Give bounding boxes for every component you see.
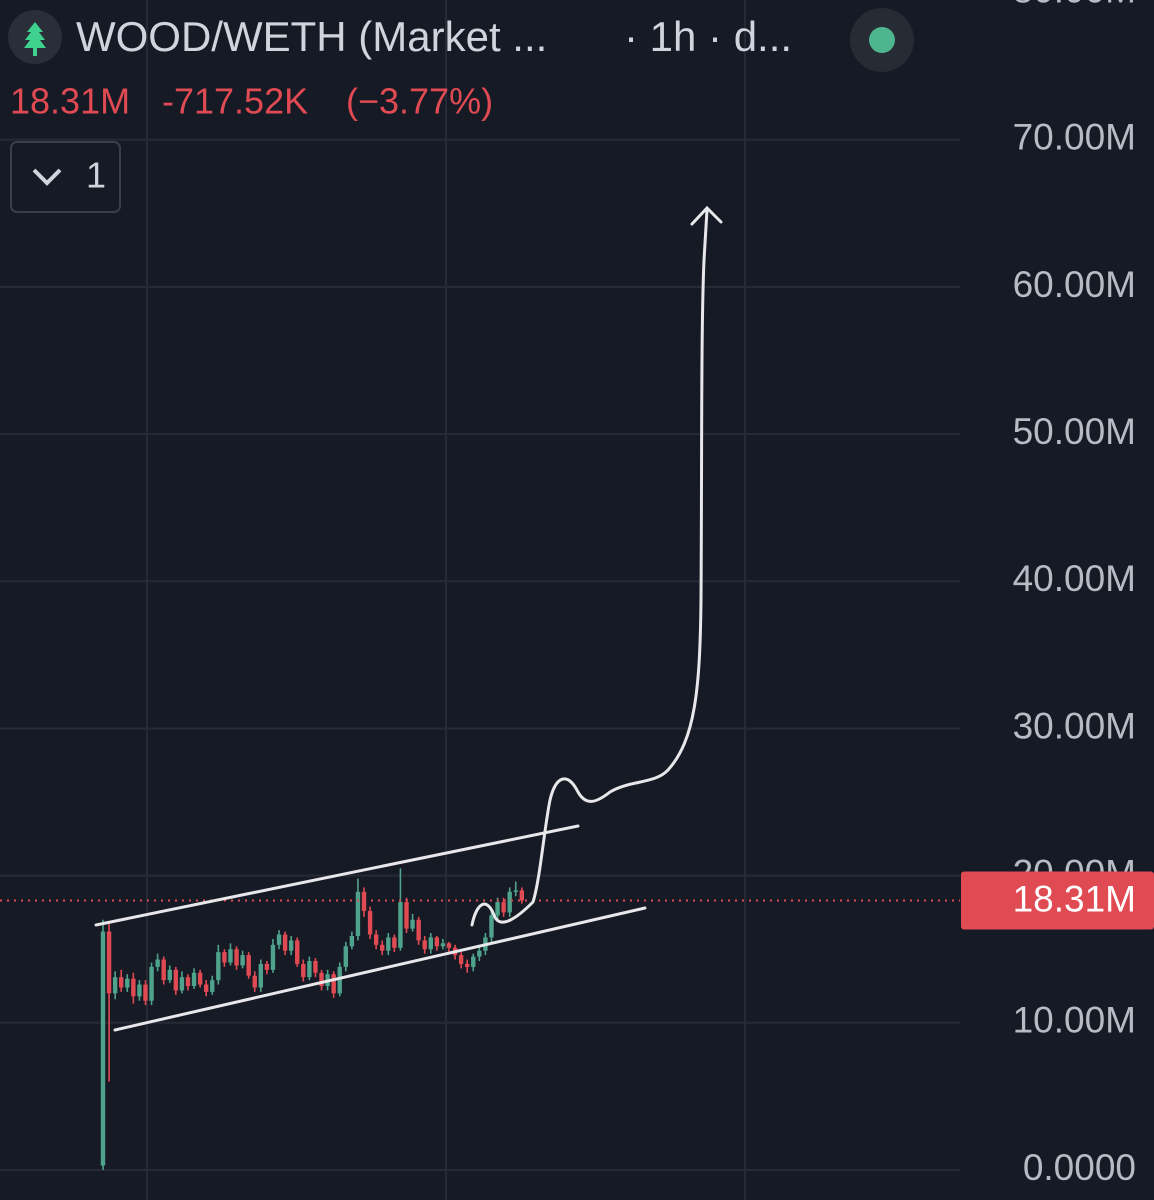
candle-body [149,966,154,1001]
candle-body [398,902,403,948]
candle-body [416,919,421,941]
forecast-arrow [470,208,709,927]
candle-body [137,984,142,997]
indicator-toggle[interactable] [10,141,121,213]
candle-body [501,902,506,913]
price-label: 18.31M [1013,878,1136,919]
candle-body [355,891,361,936]
candle-body [210,980,215,992]
candle-body [106,931,112,994]
candle-body [234,949,239,966]
y-tick-label: 10.00M [1013,1000,1136,1041]
candle-body [282,934,288,951]
candle-body [185,977,191,987]
candle-body [519,890,525,901]
candle-body [222,952,227,963]
chevron [32,168,62,186]
candle-body [373,934,379,945]
drawing [94,205,723,1032]
arrow-head [690,205,723,226]
candle-body [191,972,197,987]
candle-body [179,977,185,991]
y-tick-label: 0.0000 [1023,1147,1136,1188]
channel-lower [113,906,647,1032]
candle-body [258,963,264,988]
change-pct: (−3.77%) [346,81,493,122]
candle-body [313,961,318,973]
candle-body [428,937,433,950]
candle-body [276,934,282,945]
candle-body [125,978,130,988]
candle-body [216,952,221,981]
candle-body [119,977,124,988]
indicator-count: 1 [86,155,106,196]
candle-body [410,919,415,929]
status-dot [869,27,895,53]
candle-body [507,891,512,913]
candle-body [392,937,397,948]
candle-body [167,969,172,981]
last-price: 18.31M [10,81,130,122]
candle-body [112,977,118,994]
y-tick-label: 40.00M [1013,558,1136,599]
candle-body [367,910,373,935]
candle-body [386,937,391,951]
change: -717.52K [162,81,308,122]
candle-body [288,940,294,951]
candle-body [295,940,300,964]
candle-body [228,949,233,963]
candle-body [319,972,324,987]
candle-body [513,890,518,892]
candle-body [240,955,245,966]
candle-body [203,984,209,992]
candle-body [422,940,427,950]
y-tick-label: 60.00M [1013,264,1136,305]
candle-body [301,963,306,978]
candle-body [471,956,476,967]
y-tick-label: 50.00M [1013,411,1136,452]
channel-upper [94,824,580,927]
candle-body [246,955,251,976]
candle-body [173,969,179,991]
y-tick-label: 80.00M [1013,0,1136,10]
candle-body [143,984,148,1001]
candle-body [465,963,470,967]
candle-body [131,978,136,997]
candle-body [270,944,276,970]
candle-body [197,972,203,985]
interval: · 1h · d... [624,13,792,60]
candle-body [343,946,348,967]
candle-body [477,950,482,957]
candle-body [337,966,342,994]
candle-body [404,902,409,929]
candle-body [489,915,494,938]
candle-body [495,902,500,916]
candle-body [380,944,385,951]
candle-body [446,943,452,948]
candle-body [458,955,464,964]
price-label-bg [961,871,1154,930]
candle-body [349,935,355,947]
logo [24,22,46,56]
candle-body [161,959,166,981]
candle-body [331,974,336,994]
candle-body [264,963,270,970]
candle-body [307,961,312,978]
y-tick-label: 70.00M [1013,117,1136,158]
y-tick-label: 30.00M [1013,705,1136,746]
candle-body [100,931,106,1166]
candle-body [440,943,446,947]
candle-body [434,937,440,947]
symbol: WOOD/WETH (Market ... [76,13,547,60]
candle-body [155,959,160,967]
candle-body [252,975,257,988]
